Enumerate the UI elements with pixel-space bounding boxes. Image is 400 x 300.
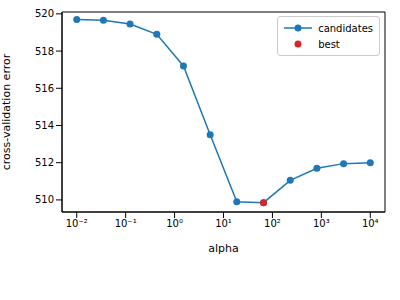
svg-text:10⁻²: 10⁻² bbox=[66, 218, 88, 229]
svg-text:alpha: alpha bbox=[208, 242, 239, 255]
html-text:best: best bbox=[318, 38, 340, 50]
svg-text:516: 516 bbox=[35, 83, 54, 94]
svg-text:510: 510 bbox=[35, 194, 54, 205]
html-text:candidates: candidates bbox=[318, 22, 373, 34]
svg-text:cross-validation error: cross-validation error bbox=[8, 53, 13, 170]
svg-text:10⁴: 10⁴ bbox=[362, 218, 379, 229]
svg-text:520: 520 bbox=[35, 8, 54, 19]
svg-text:10⁰: 10⁰ bbox=[166, 218, 183, 229]
svg-text:514: 514 bbox=[35, 120, 54, 131]
svg-text:518: 518 bbox=[35, 46, 54, 57]
svg-text:512: 512 bbox=[35, 157, 54, 168]
svg-text:10¹: 10¹ bbox=[215, 218, 232, 229]
svg-text:10²: 10² bbox=[264, 218, 281, 229]
svg-text:10³: 10³ bbox=[313, 218, 330, 229]
svg-text:10⁻¹: 10⁻¹ bbox=[115, 218, 137, 229]
